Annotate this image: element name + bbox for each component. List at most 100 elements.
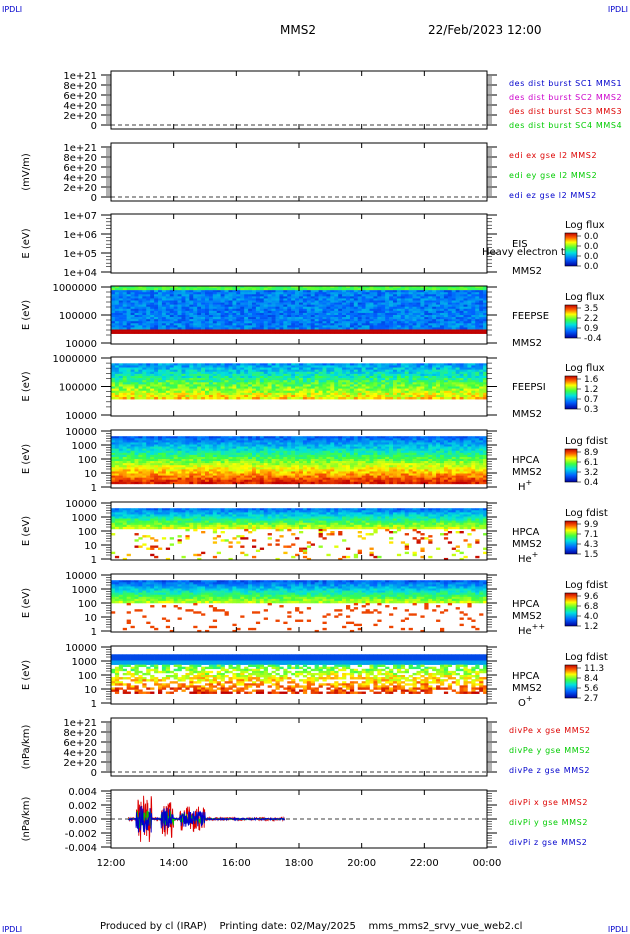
ytick-label: 1 — [91, 483, 97, 494]
xtick-label: 20:00 — [347, 858, 376, 869]
xtick-label: 00:00 — [473, 858, 502, 869]
colorbar-tick-label: 1.2 — [584, 622, 598, 632]
ytick-label: 1000000 — [52, 354, 97, 365]
instrument-label-feepsi: FEEPSI — [512, 382, 546, 393]
colorbar-title-feepsi: Log flux — [565, 363, 605, 374]
ylabel-divpe: (nPa/km) — [21, 725, 32, 770]
spacecraft-label-hpca-he: MMS2 — [512, 539, 542, 550]
spacecraft-label-hpca-h: MMS2 — [512, 467, 542, 478]
legend-divpe-2: divPe z gse MMS2 — [509, 766, 590, 775]
colorbar-tick-label: 4.0 — [584, 612, 599, 622]
instrument-label-feepse: FEEPSE — [512, 311, 549, 322]
ytick-label: 1000 — [72, 585, 97, 596]
ytick-label: 2e+20 — [63, 183, 97, 194]
ytick-label: 10000 — [65, 643, 97, 654]
legend-divpe-1: divPe y gse MMS2 — [509, 746, 591, 755]
instrument-label-hpca-h: HPCA — [512, 455, 540, 466]
instrument-label-hpca-hepp: HPCA — [512, 599, 540, 610]
colorbar-title-hpca-hepp: Log fdist — [565, 580, 608, 591]
ytick-label: 100 — [78, 455, 97, 466]
ytick-label: 0 — [91, 121, 97, 132]
ytick-label: 1000000 — [52, 283, 97, 294]
corner-label-top-left: IPDLI — [2, 5, 22, 14]
header-spacecraft: MMS2 — [280, 23, 316, 37]
ylabel-hpca-o: E (eV) — [21, 660, 32, 690]
spacecraft-label-feepsi: MMS2 — [512, 409, 542, 420]
ytick-label: 2e+20 — [63, 111, 97, 122]
colorbar-tick-label: 0.3 — [584, 405, 598, 415]
colorbar-tick-label: 2.2 — [584, 314, 598, 324]
ytick-label: 1e+21 — [63, 71, 97, 82]
ytick-label: 6e+20 — [63, 738, 97, 749]
colorbar-hpca-he — [564, 520, 578, 555]
colorbar-title-eis: Log flux — [565, 220, 605, 231]
header-datetime: 22/Feb/2023 12:00 — [428, 23, 542, 37]
colorbar-tick-label: 8.9 — [584, 448, 599, 458]
panel-frame-eis — [110, 213, 488, 274]
colorbar-tick-label: 6.1 — [584, 458, 598, 468]
spectrogram-feepsi — [111, 363, 488, 400]
colorbar-tick-label: 0.7 — [584, 395, 598, 405]
ytick-label: 8e+20 — [63, 153, 97, 164]
legend-des-dist-2: des dist burst SC3 MMS3 — [509, 107, 622, 116]
colorbar-tick-label: -0.4 — [584, 334, 602, 344]
colorbar-tick-label: 9.6 — [584, 592, 599, 602]
ylabel-eis: E (eV) — [21, 228, 32, 258]
spacecraft-label-hpca-hepp: MMS2 — [512, 611, 542, 622]
legend-des-dist-1: des dist burst SC2 MMS2 — [509, 93, 622, 102]
panel-frame-edi — [110, 142, 488, 202]
ytick-label: 10 — [84, 613, 97, 624]
panel-frame-des-dist — [110, 70, 488, 130]
ytick-label: 2e+20 — [63, 758, 97, 769]
instrument-label-hpca-o: HPCA — [512, 671, 540, 682]
colorbar-tick-label: 0.0 — [584, 232, 599, 242]
legend-edi-2: edi ez gse l2 MMS2 — [509, 191, 597, 200]
ytick-label: 1e+06 — [63, 230, 97, 241]
panel-hpca-he: 10000 1000 100 10 1 E (eV) HPCA He+MMS2 Log fdis… — [21, 499, 608, 566]
panel-hpca-hepp: 10000 1000 100 10 1 E (eV) HPCA He++MMS2 Log fdi… — [21, 571, 608, 638]
colorbar-tick-label: 5.6 — [584, 684, 599, 694]
x-axis: 12:00 14:00 16:00 18:00 20:00 22:00 00:00 — [97, 71, 502, 869]
xtick-label: 14:00 — [159, 858, 188, 869]
panel-feepsi: 1000000 100000 10000 E (eV) FEEPSI MMS2 Log fl… — [21, 354, 605, 422]
ytick-label: 1 — [91, 699, 97, 710]
colorbar-title-hpca-he: Log fdist — [565, 508, 608, 519]
ytick-label: 4e+20 — [63, 101, 97, 112]
legend-des-dist-3: des dist burst SC4 MMS4 — [509, 121, 622, 130]
instrument-label-hpca-he: HPCA — [512, 527, 540, 538]
ytick-label: 10000 — [65, 427, 97, 438]
spacecraft-label-feepse: MMS2 — [512, 338, 542, 349]
corner-label-top-right: IPDLI — [608, 5, 628, 14]
legend-divpe-0: divPe x gse MMS2 — [509, 726, 591, 735]
colorbar-tick-label: 8.4 — [584, 674, 599, 684]
colorbar-tick-label: 3.5 — [584, 304, 598, 314]
ytick-label: 1 — [91, 627, 97, 638]
ylabel-feepsi: E (eV) — [21, 371, 32, 401]
panel-frame-divpe — [110, 717, 488, 777]
ytick-label: 6e+20 — [63, 163, 97, 174]
colorbar-tick-label: 1.2 — [584, 385, 598, 395]
ytick-label: 10 — [84, 541, 97, 552]
colorbar-tick-label: 0.0 — [584, 242, 599, 252]
spectrogram-hpca-h — [111, 436, 488, 485]
ytick-label: 8e+20 — [63, 728, 97, 739]
ytick-label: -0.002 — [65, 829, 97, 840]
xtick-label: 22:00 — [410, 858, 439, 869]
ytick-label: 10 — [84, 469, 97, 480]
ytick-label: 0 — [91, 768, 97, 779]
legend-divpi-2: divPi z gse MMS2 — [509, 838, 587, 847]
species-label-eis: Heavy electron to — [482, 247, 571, 258]
ytick-label: 1e+05 — [63, 249, 97, 260]
ytick-label: 1 — [91, 555, 97, 566]
colorbar-tick-label: 3.2 — [584, 468, 598, 478]
spectrogram-hpca-he — [111, 508, 488, 561]
ytick-label: 0.002 — [68, 801, 97, 812]
ytick-label: 1e+21 — [63, 143, 97, 154]
ytick-label: 8e+20 — [63, 81, 97, 92]
spacecraft-label-eis: MMS2 — [512, 266, 542, 277]
ytick-label: 100 — [78, 527, 97, 538]
colorbar-title-hpca-o: Log fdist — [565, 652, 608, 663]
